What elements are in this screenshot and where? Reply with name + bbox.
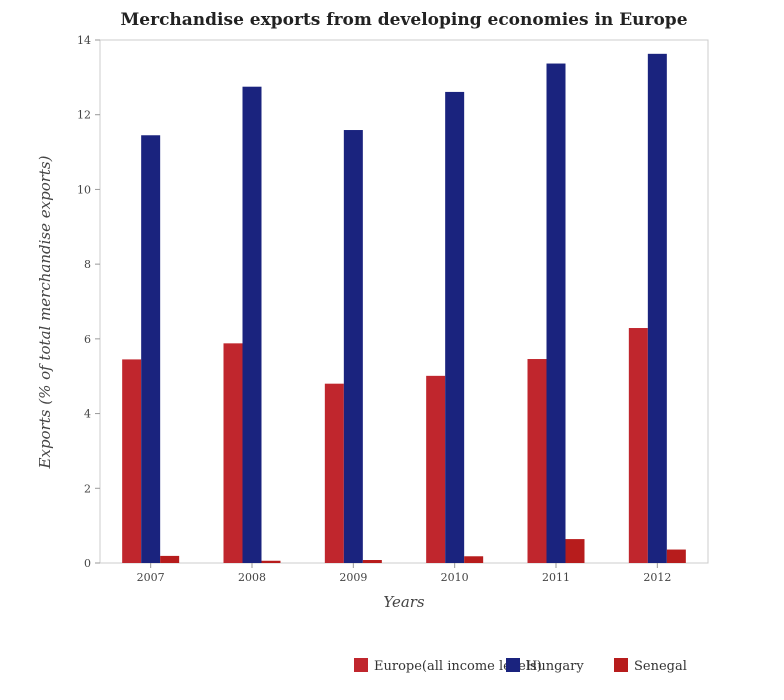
bar-hungary-2008	[242, 86, 262, 564]
bar-senegal-2012	[666, 549, 686, 563]
y-tick-label: 8	[84, 258, 91, 271]
bar-senegal-2009	[362, 560, 382, 563]
y-tick-label: 4	[84, 408, 91, 421]
x-tick-label: 2012	[643, 571, 671, 584]
legend: Europe(all income levels)Hungary Senegal	[354, 658, 687, 674]
bar-europe-all-income-levels-2009	[324, 383, 344, 563]
bar-senegal-2011	[565, 539, 585, 563]
legend-label: Senegal	[634, 659, 687, 674]
bar-senegal-2008	[261, 560, 281, 563]
y-axis: 0 2 4 6 8 10 12 14	[77, 34, 101, 570]
x-tick-label: 2010	[441, 571, 469, 584]
x-tick-label: 2009	[339, 571, 367, 584]
bar-europe-all-income-levels-2010	[426, 375, 446, 563]
bar-europe-all-income-levels-2008	[223, 343, 243, 563]
bar-europe-all-income-levels-2011	[527, 359, 547, 563]
bar-europe-all-income-levels-2007	[122, 359, 142, 563]
bar-hungary-2010	[445, 91, 465, 564]
legend-label: Europe(all income levels)	[374, 659, 542, 674]
y-axis-label: Exports (% of total merchandise exports)	[36, 155, 54, 469]
bar-hungary-2012	[647, 53, 667, 563]
bars	[122, 53, 686, 564]
bar-hungary-2009	[343, 130, 363, 564]
legend-swatch	[614, 658, 628, 672]
y-tick-label: 6	[84, 333, 91, 346]
x-tick-label: 2007	[137, 571, 165, 584]
y-tick-label: 2	[84, 482, 91, 495]
chart-title: Merchandise exports from developing econ…	[120, 10, 687, 30]
x-axis: 2007 2008 2009 2010 2011 2012	[137, 563, 671, 584]
y-tick-label: 12	[77, 109, 91, 122]
plot-frame	[99, 39, 709, 564]
bar-hungary-2007	[141, 135, 161, 563]
x-tick-label: 2008	[238, 571, 266, 584]
y-tick-label: 0	[84, 557, 91, 570]
legend-label: Hungary	[526, 659, 584, 674]
bar-hungary-2011	[546, 63, 566, 563]
x-axis-label: Years	[383, 593, 425, 611]
legend-swatch	[506, 658, 520, 672]
y-tick-label: 14	[77, 34, 91, 47]
x-tick-label: 2011	[542, 571, 570, 584]
bar-senegal-2010	[464, 556, 484, 563]
bar-europe-all-income-levels-2012	[628, 328, 648, 563]
y-tick-label: 10	[77, 183, 91, 196]
legend-swatch	[354, 658, 368, 672]
bar-senegal-2007	[160, 555, 180, 563]
